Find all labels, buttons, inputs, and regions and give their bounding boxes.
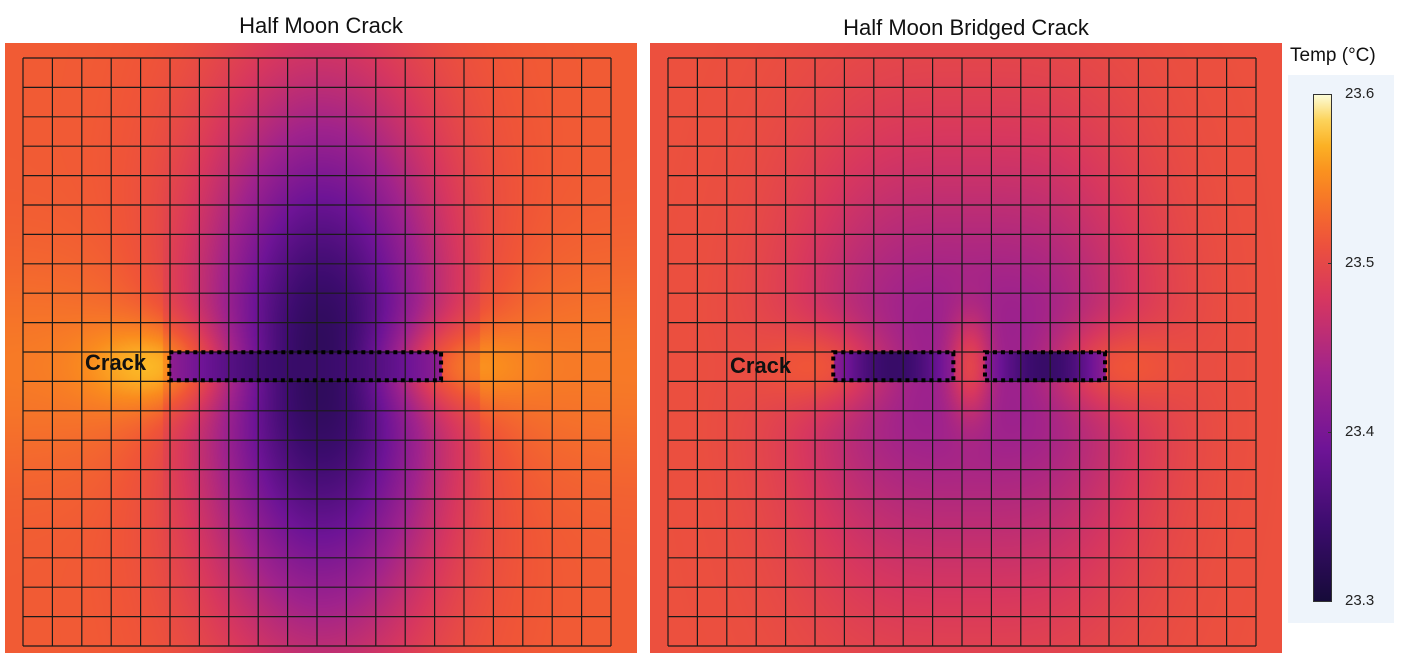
right-heatmap: Crack — [650, 43, 1282, 653]
colorbar-tick-label: 23.6 — [1345, 85, 1375, 102]
colorbar-tick-mark — [1328, 263, 1332, 264]
right-plot-title: Half Moon Bridged Crack — [843, 15, 1089, 40]
colorbar-tick-mark — [1328, 432, 1332, 433]
colorbar-tick-label: 23.5 — [1345, 254, 1375, 271]
left-crack-label: Crack — [85, 350, 147, 375]
colorbar-gradient — [1313, 94, 1332, 602]
colorbar-panel — [1288, 75, 1394, 623]
right-crack-outline — [982, 350, 1108, 383]
left-heatmap-overlay — [22, 57, 612, 647]
right-crack-label: Crack — [730, 353, 792, 378]
left-crack-outline — [167, 350, 444, 383]
left-heatmap-field — [5, 43, 637, 653]
right-heatmap-overlay — [667, 57, 1257, 647]
left-heatmap: Crack — [5, 43, 637, 653]
right-heatmap-field — [650, 43, 1282, 653]
right-crack-outline — [831, 350, 956, 383]
colorbar-tick-label: 23.3 — [1345, 592, 1375, 609]
left-plot-title: Half Moon Crack — [239, 13, 403, 38]
colorbar-title: Temp (°C) — [1290, 45, 1376, 66]
colorbar-tick-label: 23.4 — [1345, 423, 1375, 440]
